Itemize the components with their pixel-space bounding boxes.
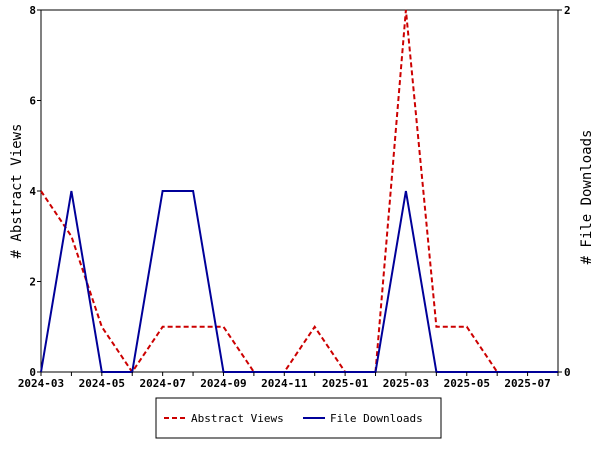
series-line-file-downloads (40, 190, 558, 373)
y-left-tick-label: 4 (29, 185, 36, 198)
x-tick-label: 2025-05 (444, 377, 490, 390)
series-layer (40, 9, 558, 374)
y-right-tick-label: 2 (564, 4, 571, 17)
axis-ticks: 2024-03 2024-05 2024-07 2024-09 2024-11 2025-… (18, 4, 571, 390)
series-line-abstract-views (40, 9, 558, 374)
legend: Abstract Views File Downloads (155, 397, 442, 439)
y-left-tick-label: 0 (29, 366, 36, 379)
x-tick-label: 2024-09 (200, 377, 246, 390)
plot-frame (40, 9, 559, 373)
legend-box (155, 397, 442, 439)
plot-area-border (40, 9, 559, 373)
x-tick-label: 2024-05 (79, 377, 125, 390)
y-left-tick-label: 6 (29, 95, 36, 108)
y-left-tick-label: 8 (29, 4, 36, 17)
y-left-axis-title: # Abstract Views (9, 124, 25, 259)
x-tick-label: 2024-07 (139, 377, 185, 390)
y-left-tick-label: 2 (29, 276, 36, 289)
x-tick-label: 2025-03 (383, 377, 429, 390)
y-right-tick-label: 0 (564, 366, 571, 379)
legend-label-abstract-views: Abstract Views (191, 412, 284, 425)
x-tick-label: 2024-03 (18, 377, 64, 390)
x-tick-label: 2025-07 (504, 377, 550, 390)
legend-label-file-downloads: File Downloads (330, 412, 423, 425)
y-right-axis-title: # File Downloads (579, 130, 595, 265)
x-tick-label: 2025-01 (322, 377, 369, 390)
x-tick-label: 2024-11 (261, 377, 308, 390)
